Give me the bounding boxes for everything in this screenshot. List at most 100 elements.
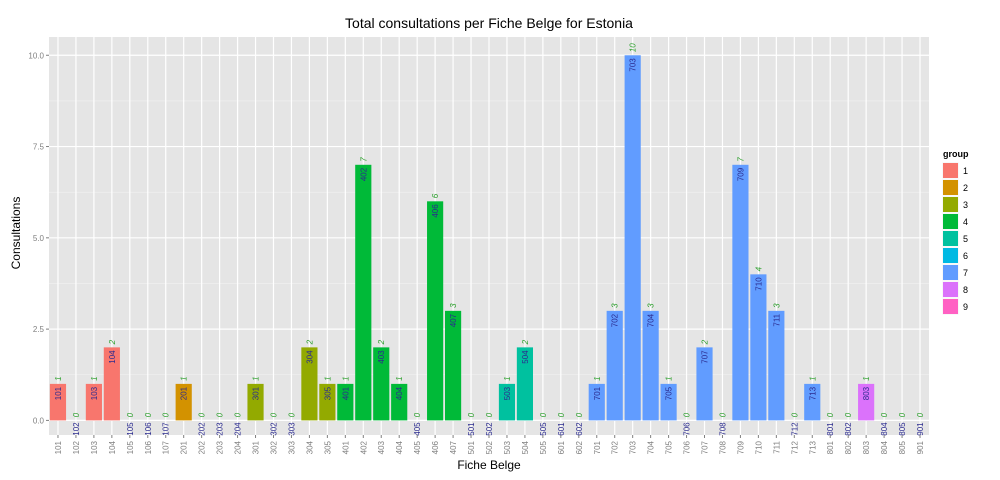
legend-swatch-2 <box>943 180 958 195</box>
bar-value-label: 0 <box>269 412 278 417</box>
bar-category-label: 501 <box>467 422 476 436</box>
bar-category-label: 204 <box>234 422 243 436</box>
bar-711 <box>768 310 785 421</box>
bar-value-label: 0 <box>575 412 584 417</box>
bar-704 <box>642 310 659 421</box>
bar-701 <box>588 383 605 421</box>
x-tick-label: 201 <box>180 440 189 454</box>
legend-label-5: 5 <box>963 234 968 244</box>
bar-value-label: 0 <box>144 412 153 417</box>
bar-value-label: 3 <box>611 303 620 308</box>
bar-value-label: 0 <box>467 412 476 417</box>
bar-category-label: 106 <box>144 422 153 436</box>
bar-value-label: 3 <box>772 303 781 308</box>
bar-709 <box>732 164 749 421</box>
bar-104 <box>103 347 120 421</box>
x-tick-label: 106 <box>144 440 153 454</box>
x-tick-label: 707 <box>701 440 710 454</box>
x-tick-label: 204 <box>234 440 243 454</box>
bar-category-label: 505 <box>539 422 548 436</box>
bar-category-label: 805 <box>898 422 907 436</box>
bar-category-label: 601 <box>557 422 566 436</box>
x-tick-label: 102 <box>72 440 81 454</box>
bar-category-label: 305 <box>323 386 332 400</box>
chart-title: Total consultations per Fiche Belge for … <box>345 15 633 31</box>
bar-category-label: 201 <box>180 386 189 400</box>
bar-category-label: 202 <box>198 422 207 436</box>
bar-category-label: 710 <box>754 277 763 291</box>
x-tick-label: 701 <box>593 440 602 454</box>
y-tick-label: 7.5 <box>33 143 45 152</box>
y-tick-label: 0.0 <box>33 416 45 425</box>
bar-category-label: 901 <box>916 422 925 436</box>
bar-category-label: 405 <box>413 422 422 436</box>
bar-703 <box>624 55 641 421</box>
x-tick-label: 802 <box>844 440 853 454</box>
bar-category-label: 302 <box>269 422 278 436</box>
bars: 1011102010311042105010601070201120202030… <box>49 43 925 436</box>
bar-category-label: 602 <box>575 422 584 436</box>
bar-value-label: 2 <box>701 339 710 345</box>
y-tick-label: 2.5 <box>33 325 45 334</box>
bar-value-label: 1 <box>665 376 674 380</box>
bar-category-label: 102 <box>72 422 81 436</box>
x-tick-label: 403 <box>377 440 386 454</box>
bar-category-label: 504 <box>521 350 530 364</box>
x-tick-label: 504 <box>521 440 530 454</box>
bar-301 <box>247 383 264 421</box>
bar-value-label: 1 <box>180 376 189 380</box>
legend-label-6: 6 <box>963 251 968 261</box>
bar-category-label: 403 <box>377 350 386 364</box>
bar-category-label: 707 <box>701 350 710 364</box>
bar-value-label: 7 <box>359 157 368 162</box>
bar-201 <box>175 383 192 421</box>
x-tick-label: 406 <box>431 440 440 454</box>
bar-value-label: 0 <box>880 412 889 417</box>
bar-504 <box>516 347 533 421</box>
bar-category-label: 804 <box>880 422 889 436</box>
bar-category-label: 802 <box>844 422 853 436</box>
bar-value-label: 1 <box>395 376 404 380</box>
bar-value-label: 0 <box>234 412 243 417</box>
legend-label-3: 3 <box>963 200 968 210</box>
bar-value-label: 0 <box>216 412 225 417</box>
legend-swatch-4 <box>943 214 958 229</box>
legend-title: group <box>943 149 969 159</box>
y-tick-label: 10.0 <box>28 51 44 60</box>
legend-label-7: 7 <box>963 268 968 278</box>
bar-value-label: 2 <box>305 339 314 345</box>
bar-category-label: 711 <box>772 313 781 326</box>
legend: group 1 2 3 4 5 6 7 8 9 <box>941 149 969 316</box>
bar-value-label: 0 <box>162 412 171 417</box>
x-tick-label: 407 <box>449 440 458 454</box>
bar-503 <box>498 383 516 421</box>
x-tick-label: 103 <box>90 440 99 454</box>
bar-value-label: 3 <box>647 303 656 308</box>
bar-value-label: 1 <box>808 376 817 380</box>
bar-value-label: 0 <box>826 412 835 417</box>
bar-category-label: 801 <box>826 422 835 436</box>
x-tick-label: 706 <box>683 440 692 454</box>
x-tick-label: 703 <box>629 440 638 454</box>
bar-value-label: 1 <box>341 376 350 380</box>
bar-value-label: 0 <box>844 412 853 417</box>
x-tick-label: 303 <box>287 440 296 454</box>
x-tick-label: 202 <box>198 440 207 454</box>
x-tick-label: 901 <box>916 440 925 454</box>
bar-value-label: 0 <box>485 412 494 417</box>
bar-category-label: 104 <box>108 350 117 364</box>
bar-value-label: 0 <box>198 412 207 417</box>
legend-label-4: 4 <box>963 217 968 227</box>
legend-swatch-6 <box>943 248 958 263</box>
x-tick-label: 805 <box>898 440 907 454</box>
bar-103 <box>85 383 102 421</box>
bar-category-label: 203 <box>216 422 225 436</box>
x-tick-label: 702 <box>611 440 620 454</box>
bar-category-label: 304 <box>305 350 314 364</box>
legend-label-8: 8 <box>963 285 968 295</box>
bar-category-label: 705 <box>665 386 674 400</box>
bar-value-label: 1 <box>323 376 332 380</box>
bar-category-label: 404 <box>395 386 404 400</box>
x-tick-label: 301 <box>252 440 261 454</box>
legend-label-1: 1 <box>963 166 968 176</box>
